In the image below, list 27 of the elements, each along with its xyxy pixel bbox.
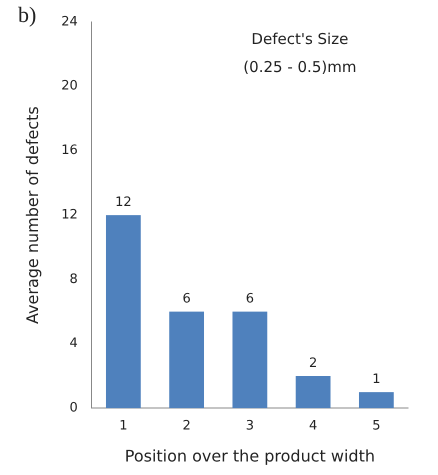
bar bbox=[232, 312, 268, 408]
data-label: 2 bbox=[308, 356, 318, 371]
bar bbox=[358, 392, 394, 408]
bar bbox=[296, 376, 331, 408]
y-tick-label: 24 bbox=[61, 14, 78, 30]
y-tick-label: 0 bbox=[69, 400, 78, 416]
y-tick-label: 20 bbox=[61, 78, 78, 94]
x-tick-label: 4 bbox=[308, 418, 318, 434]
x-tick-label: 2 bbox=[182, 418, 191, 434]
text: Defect's Size bbox=[251, 30, 348, 48]
y-axis-title: Average number of defects bbox=[22, 106, 42, 324]
y-tick-label: 8 bbox=[69, 272, 78, 287]
x-tick-label: 3 bbox=[246, 418, 254, 434]
data-label: 6 bbox=[182, 292, 191, 307]
x-axis-title: Position over the product width bbox=[124, 446, 375, 466]
text: b) bbox=[18, 2, 36, 27]
text: (0.25 - 0.5)mm bbox=[243, 58, 356, 76]
bar bbox=[169, 312, 204, 408]
y-tick-label: 4 bbox=[69, 336, 78, 352]
x-tick-label: 1 bbox=[119, 418, 128, 434]
data-label: 6 bbox=[246, 292, 254, 307]
y-tick-label: 16 bbox=[61, 143, 78, 158]
data-label: 12 bbox=[115, 194, 132, 210]
data-label: 1 bbox=[372, 372, 381, 387]
y-tick-label: 12 bbox=[61, 207, 78, 222]
bar bbox=[106, 215, 141, 408]
x-tick-label: 5 bbox=[372, 418, 381, 434]
